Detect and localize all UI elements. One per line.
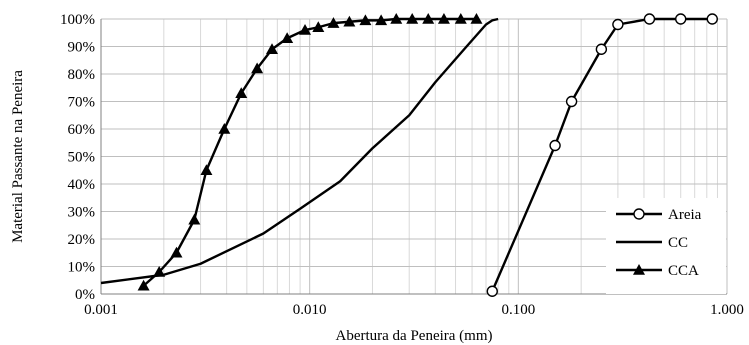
data-point-areia	[612, 18, 624, 31]
data-point-areia	[706, 13, 718, 25]
data-point-cca	[343, 15, 356, 27]
legend-entry-cc: CC	[616, 235, 688, 251]
data-point-cca	[437, 13, 450, 24]
series-cca	[137, 13, 483, 291]
data-point-cca	[454, 13, 467, 24]
x-tick-label: 0.010	[293, 302, 327, 318]
data-point-cca	[170, 246, 183, 258]
data-point-cca	[251, 62, 264, 74]
y-tick-label: 20%	[68, 232, 96, 248]
data-point-cca	[266, 43, 279, 55]
y-axis-title: Material Passante na Peneira	[10, 70, 26, 243]
y-tick-label: 90%	[68, 40, 96, 56]
data-point-areia	[643, 13, 656, 25]
legend-entry-cca: CCA	[616, 263, 699, 279]
y-tick-label: 30%	[68, 205, 96, 221]
y-tick-label: 80%	[68, 67, 96, 83]
series-layer	[100, 13, 718, 297]
y-tick-label: 100%	[60, 12, 95, 28]
y-tick-label: 60%	[68, 122, 96, 138]
data-point-areia	[549, 139, 561, 152]
axes-layer: 0% 10% 20% 30% 40% 50% 60% 70% 80% 90% 100% 0.001 0.…	[10, 12, 744, 344]
y-tick-label: 40%	[68, 177, 96, 193]
legend-label-cca: CCA	[668, 263, 699, 279]
data-point-cca	[359, 14, 372, 26]
series-line-cca	[142, 17, 477, 287]
legend-marker-areia	[633, 208, 645, 220]
data-point-cca	[390, 13, 403, 24]
data-point-cca	[406, 13, 419, 24]
legend-label-areia: Areia	[668, 207, 702, 223]
data-point-areia	[595, 43, 608, 55]
series-line-cc	[100, 17, 499, 285]
data-point-cca	[137, 279, 150, 291]
y-tick-label: 50%	[68, 150, 96, 166]
data-point-cca	[200, 164, 213, 176]
y-tick-label: 10%	[68, 260, 96, 276]
x-tick-label: 0.001	[84, 302, 118, 318]
data-point-cca	[327, 17, 340, 28]
data-point-areia	[565, 95, 578, 108]
data-point-cca	[153, 266, 166, 277]
data-point-areia	[675, 13, 687, 25]
data-point-areia	[486, 285, 498, 297]
x-axis-title: Abertura da Peneira (mm)	[335, 328, 492, 344]
legend-label-cc: CC	[668, 235, 688, 251]
data-point-cca	[218, 123, 231, 134]
x-tick-label: 1.000	[710, 302, 744, 318]
legend-box	[606, 198, 726, 294]
data-point-cca	[470, 13, 483, 24]
legend-marker-cca	[633, 264, 645, 275]
data-point-cca	[188, 213, 201, 225]
y-tick-label: 70%	[68, 95, 96, 111]
data-point-cca	[312, 21, 325, 33]
series-areia	[486, 13, 718, 297]
data-point-cca	[235, 87, 248, 99]
data-point-cca	[375, 14, 388, 26]
data-point-cca	[281, 32, 294, 44]
legend-entry-areia: Areia	[616, 207, 702, 223]
y-tick-label: 0%	[75, 287, 95, 303]
series-cc	[100, 17, 499, 285]
x-tick-label: 0.100	[501, 302, 535, 318]
data-point-cca	[422, 13, 435, 24]
legend: Areia CC CCA	[606, 198, 726, 294]
data-point-cca	[299, 24, 312, 35]
